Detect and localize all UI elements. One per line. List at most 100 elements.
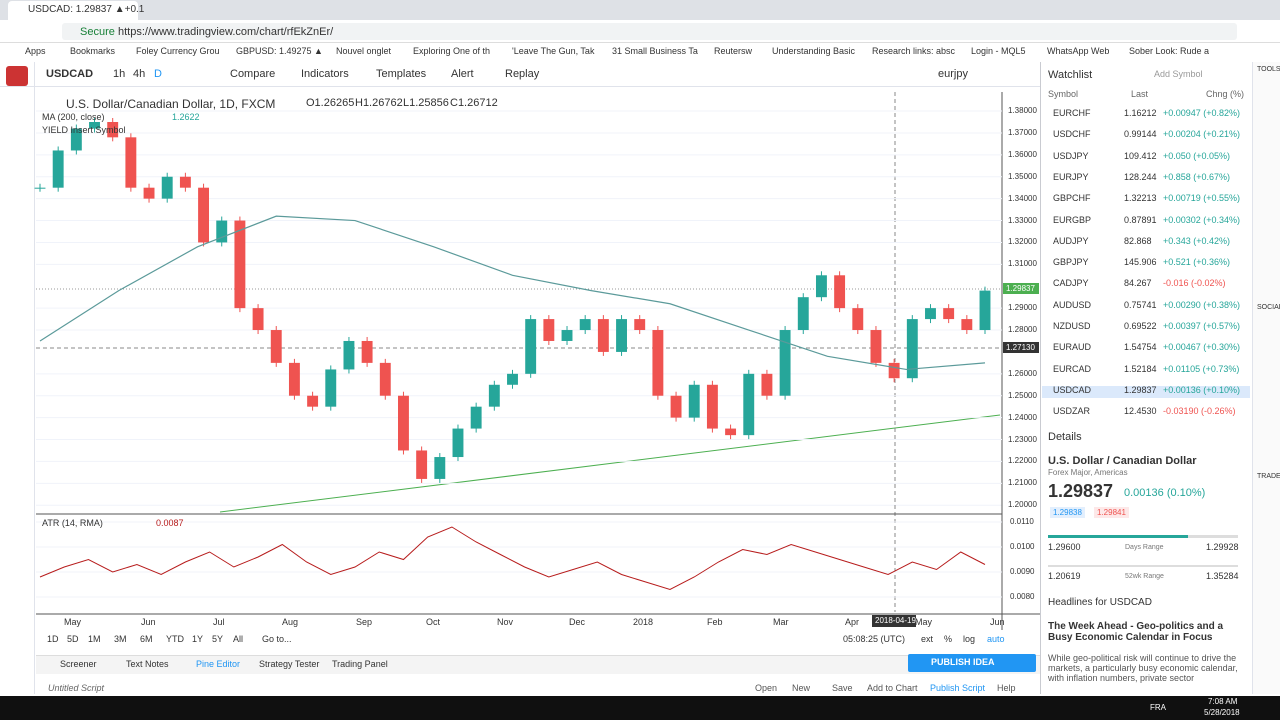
row-symbol[interactable]: EURAUD — [1053, 342, 1092, 353]
publish-label[interactable]: PUBLISH IDEA — [931, 657, 995, 667]
tab-title[interactable]: USDCAD: 1.29837 ▲+0.1 — [28, 4, 145, 15]
range-button[interactable]: 3M — [114, 634, 127, 644]
row-change: +0.00302 (+0.34%) — [1163, 214, 1241, 225]
bookmark[interactable]: Foley Currency Grou — [136, 46, 220, 56]
range-button[interactable]: 1D — [47, 634, 59, 644]
range-button[interactable]: 6M — [140, 634, 153, 644]
interval[interactable]: 1h — [113, 68, 126, 80]
row-symbol[interactable]: AUDUSD — [1053, 299, 1092, 310]
range-button[interactable]: 5Y — [212, 634, 224, 644]
bottom-tab[interactable]: Trading Panel — [332, 659, 388, 669]
row-symbol[interactable]: USDZAR — [1053, 406, 1091, 417]
candle — [797, 297, 809, 331]
interval[interactable]: 4h — [133, 68, 146, 80]
scale-option[interactable]: auto — [987, 634, 1005, 644]
url-field[interactable] — [62, 23, 1237, 40]
range-button[interactable]: 5D — [67, 634, 79, 644]
publish-button[interactable] — [908, 654, 1036, 672]
range-button[interactable]: 1Y — [192, 634, 204, 644]
bottom-tabs — [36, 655, 1040, 674]
bookmark[interactable]: Sober Look: Rude a — [1129, 46, 1210, 56]
bottom-tab[interactable]: Pine Editor — [196, 659, 241, 669]
row-symbol[interactable]: EURJPY — [1053, 171, 1089, 182]
month-label: Oct — [426, 617, 441, 627]
bookmark[interactable]: Apps — [25, 46, 46, 56]
range-button[interactable]: 1M — [88, 634, 101, 644]
row-symbol[interactable]: USDCAD — [1053, 384, 1092, 395]
bookmark[interactable]: 'Leave The Gun, Tak — [512, 46, 595, 56]
column-header: Last — [1131, 89, 1149, 99]
ma-line — [39, 215, 986, 371]
row-change: +0.521 (+0.36%) — [1163, 257, 1231, 268]
row-change: +0.858 (+0.67%) — [1163, 171, 1231, 182]
ohlc: O1.26265 — [306, 97, 355, 109]
bookmark[interactable]: Bookmarks — [70, 46, 116, 56]
scale-option[interactable]: ext — [921, 634, 934, 644]
bottom-tab[interactable]: Text Notes — [126, 659, 169, 669]
divider — [1040, 62, 1041, 694]
editor-action[interactable]: Open — [755, 683, 778, 693]
sidebar-label: TRADE — [1257, 473, 1280, 480]
toolbar-button[interactable]: Compare — [230, 68, 276, 80]
atr-tick-label: 0.0090 — [1010, 567, 1035, 576]
tab[interactable] — [8, 1, 138, 20]
candle — [161, 176, 173, 199]
goto[interactable]: Go to... — [262, 634, 292, 644]
month-label: Aug — [282, 617, 299, 627]
bookmark[interactable]: GBPUSD: 1.49275 ▲ — [236, 46, 323, 56]
language: FRA — [1150, 703, 1166, 712]
row-symbol[interactable]: GBPCHF — [1053, 193, 1091, 204]
toolbar-button[interactable]: Alert — [451, 68, 474, 80]
editor-action[interactable]: New — [792, 683, 811, 693]
bookmark[interactable]: Understanding Basic — [772, 46, 856, 56]
bookmark[interactable]: 31 Small Business Ta — [612, 46, 698, 56]
bookmark[interactable]: Login - MQL5 — [971, 46, 1026, 56]
editor-action[interactable]: Add to Chart — [867, 683, 918, 693]
row-symbol[interactable]: EURCAD — [1053, 363, 1092, 374]
bookmark[interactable]: WhatsApp Web — [1047, 46, 1110, 56]
row-change: +0.00947 (+0.82%) — [1163, 108, 1241, 118]
ask: 1.29841 — [1094, 507, 1129, 518]
bookmark[interactable]: Exploring One of th — [413, 46, 491, 56]
add-symbol[interactable]: Add Symbol — [1154, 69, 1203, 79]
scale-option[interactable]: log — [963, 634, 976, 644]
row-symbol[interactable]: USDJPY — [1053, 150, 1089, 161]
detail-price: 1.29837 — [1048, 481, 1114, 501]
bookmark[interactable]: Research links: absc — [872, 46, 956, 56]
row-symbol[interactable]: NZDUSD — [1053, 321, 1091, 331]
bottom-tab[interactable]: Screener — [60, 659, 97, 669]
bottom-tab[interactable]: Strategy Tester — [259, 659, 320, 669]
symbol[interactable]: USDCAD — [46, 68, 94, 80]
row-symbol[interactable]: USDCHF — [1053, 129, 1091, 140]
range-button[interactable]: All — [233, 634, 244, 644]
editor-action[interactable]: Help — [997, 683, 1016, 693]
candle — [34, 187, 46, 189]
layout-name[interactable]: eurjpy — [938, 68, 968, 80]
day-high: 1.29928 — [1206, 542, 1239, 552]
row-symbol[interactable]: CADJPY — [1053, 278, 1089, 289]
row-symbol[interactable]: EURGBP — [1053, 214, 1092, 225]
ma-label: MA (200, close) — [42, 112, 105, 122]
interval[interactable]: D — [154, 68, 162, 80]
scale-option[interactable]: % — [944, 634, 953, 644]
toolbar-button[interactable]: Indicators — [301, 68, 349, 80]
bookmark[interactable]: Reutersw — [714, 46, 753, 56]
row-symbol[interactable]: GBPJPY — [1053, 257, 1089, 268]
row-symbol[interactable]: AUDJPY — [1053, 235, 1089, 246]
price-tick-label: 1.35000 — [1008, 171, 1037, 181]
row-symbol[interactable]: EURCHF — [1053, 108, 1091, 118]
headline[interactable]: The Week Ahead - Geo-politics and a Busy… — [1048, 621, 1224, 643]
editor-action[interactable]: Publish Script — [930, 683, 986, 693]
toolbar-button[interactable]: Replay — [505, 68, 540, 80]
price-tick-label: 1.28000 — [1008, 325, 1037, 335]
editor-action[interactable]: Save — [832, 683, 853, 693]
sidebar-label: TOOLS — [1257, 66, 1280, 73]
range-button[interactable]: YTD — [166, 634, 184, 644]
candle — [888, 362, 900, 379]
bookmark[interactable]: Nouvel onglet — [336, 46, 392, 56]
toolbar-button[interactable]: Templates — [376, 68, 427, 80]
cursor-price-box — [1003, 342, 1039, 353]
candle — [89, 122, 100, 129]
candle — [288, 362, 300, 396]
price-tick-label: 1.31000 — [1008, 259, 1037, 269]
